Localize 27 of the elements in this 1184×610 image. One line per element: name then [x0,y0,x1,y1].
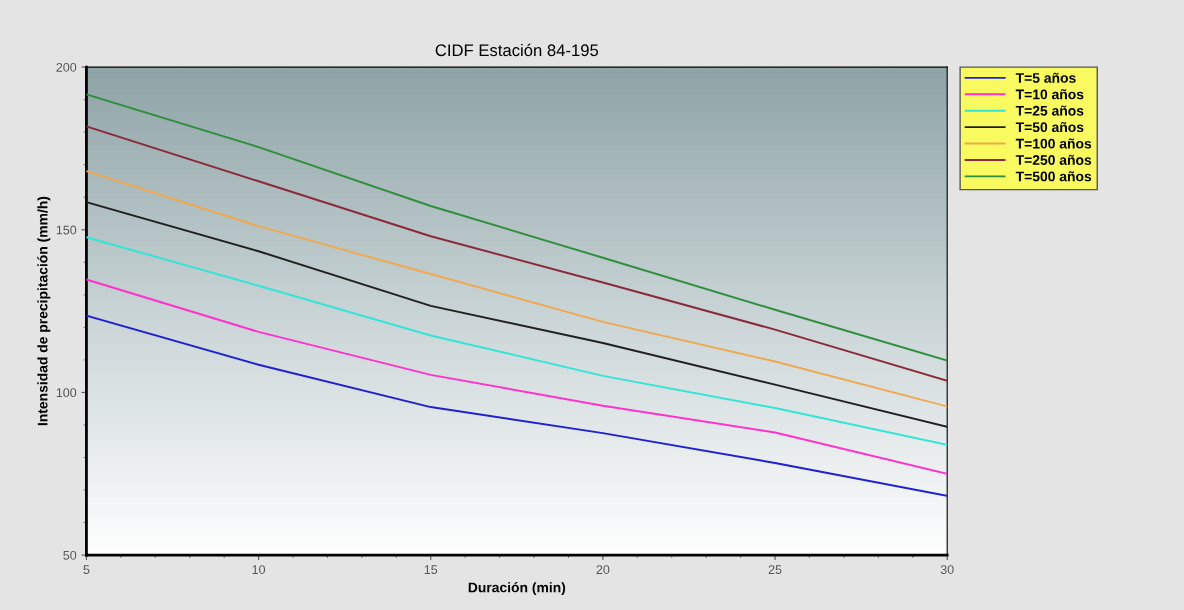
x-tick-label: 30 [940,565,954,574]
legend-label: T=10 años [1015,89,1084,100]
x-tick-label: 15 [424,565,438,574]
legend-label: T=5 años [1015,72,1076,83]
line-series [86,125,948,382]
legend-label: T=250 años [1015,154,1092,165]
legend-label: T=100 años [1015,138,1092,149]
legend-label: T=500 años [1015,171,1092,182]
legend-label: T=25 años [1015,105,1084,116]
x-tick-label: 10 [252,565,266,574]
line-series [86,278,948,475]
line-series [86,314,948,497]
line-series [86,93,948,362]
line-series [86,201,948,428]
y-tick-label: 100 [56,388,77,398]
y-axis-title: Intensidad de precipitación (mm/h) [37,196,51,426]
chart-title: CIDF Estación 84-195 [435,43,599,57]
line-series [86,236,948,446]
x-tick-label: 20 [596,565,610,574]
y-tick-label: 150 [56,225,77,235]
y-tick-label: 200 [56,62,77,72]
x-axis-title: Duración (min) [468,582,566,596]
x-tick-label: 5 [83,565,90,574]
legend-label: T=50 años [1015,121,1084,133]
x-tick-label: 25 [768,565,782,574]
y-tick-label: 50 [63,550,77,560]
line-series [86,170,948,408]
